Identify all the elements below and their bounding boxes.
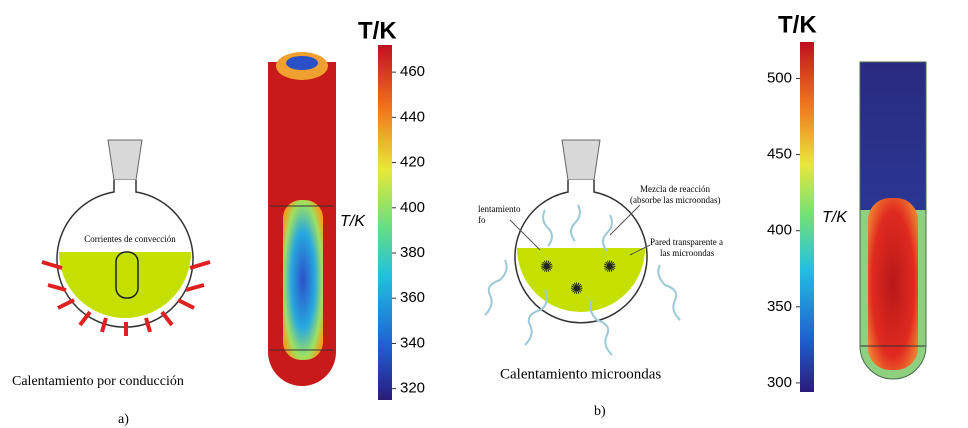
- tick-label: 350: [767, 298, 792, 315]
- tick-label: 340: [400, 334, 425, 351]
- colorbar-title: T/K: [358, 17, 397, 44]
- tick-label: 460: [400, 63, 425, 80]
- panel-label: b): [594, 404, 606, 419]
- tube-a: [268, 52, 336, 386]
- figure: Corrientes de convección Calentamiento p…: [0, 0, 968, 428]
- annotation: (absorbe las microondas): [630, 195, 720, 205]
- tick-label: 500: [767, 69, 792, 86]
- tick-label: 450: [767, 146, 792, 163]
- axis-label: T/K: [822, 209, 848, 226]
- panel-label: a): [118, 412, 129, 427]
- annotation: las microondas: [660, 248, 715, 258]
- annotation: lentamiento: [478, 204, 521, 214]
- tick-label: 360: [400, 289, 425, 306]
- colorbar: [800, 42, 814, 392]
- svg-text:✺: ✺: [570, 281, 583, 298]
- colorbar: [378, 45, 392, 400]
- colorbar-title: T/K: [778, 11, 817, 38]
- tick-label: 400: [767, 222, 792, 239]
- caption: Calentamiento por conducción: [12, 374, 184, 389]
- annotation: Corrientes de convección: [84, 234, 176, 244]
- tick-label: 440: [400, 108, 425, 125]
- tube-b: [860, 62, 926, 379]
- annotation: fo: [478, 215, 486, 225]
- svg-text:✺: ✺: [540, 259, 553, 276]
- annotation: Pared transparente a: [650, 237, 723, 247]
- tick-label: 300: [767, 374, 792, 391]
- svg-text:✺: ✺: [603, 259, 616, 276]
- caption: Calentamiento microondas: [500, 366, 661, 382]
- tick-label: 380: [400, 244, 425, 261]
- axis-label: T/K: [340, 213, 366, 230]
- tick-label: 320: [400, 380, 425, 397]
- annotation: Mezcla de reacción: [640, 184, 710, 194]
- flask-b: ✺ ✺ ✺: [485, 140, 680, 355]
- tick-label: 420: [400, 154, 425, 171]
- tick-label: 400: [400, 199, 425, 216]
